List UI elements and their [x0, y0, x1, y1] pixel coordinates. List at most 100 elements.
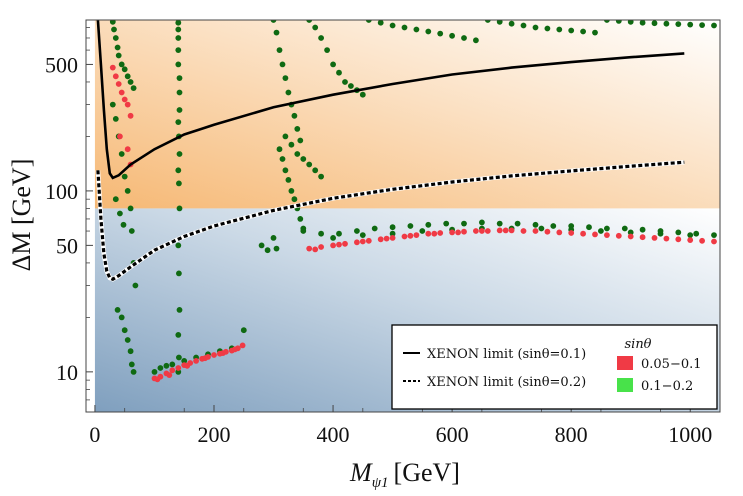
point-green	[176, 180, 182, 187]
point-green	[312, 167, 319, 174]
point-red	[175, 365, 182, 371]
point-red	[544, 228, 551, 235]
point-green	[264, 247, 271, 254]
band-upper-band	[94, 20, 720, 209]
point-green	[112, 35, 119, 41]
legend-points-label-1: 0.05−0.1	[641, 357, 702, 372]
point-red	[425, 230, 432, 237]
point-green	[324, 47, 330, 53]
point-green	[124, 337, 131, 343]
point-red	[449, 229, 455, 236]
point-red	[112, 73, 119, 80]
point-green	[532, 221, 539, 228]
scatter-points	[109, 20, 717, 383]
point-green	[473, 37, 479, 44]
point-green	[175, 61, 182, 68]
point-green	[176, 75, 183, 81]
point-green	[285, 89, 292, 96]
point-green	[657, 230, 664, 237]
point-red	[330, 242, 336, 249]
point-green	[121, 66, 128, 73]
point-green	[276, 146, 283, 153]
point-red	[377, 236, 384, 243]
point-red	[117, 133, 123, 140]
point-green	[181, 358, 188, 364]
legend-line-label-2: XENON limit (sinθ=0.2)	[427, 375, 586, 390]
legend-points-label-2: 0.1−0.2	[641, 379, 693, 394]
point-green	[175, 119, 182, 125]
point-green	[443, 220, 450, 227]
point-green	[496, 220, 503, 227]
point-green	[118, 314, 125, 321]
point-green	[520, 22, 527, 29]
point-green	[109, 20, 116, 25]
point-green	[124, 188, 131, 194]
point-green	[354, 228, 360, 234]
limit-curves	[95, 20, 685, 282]
point-green	[377, 20, 384, 26]
point-green	[279, 61, 286, 68]
point-green	[604, 225, 610, 232]
point-red	[239, 342, 246, 349]
point-red	[169, 367, 176, 374]
point-green	[128, 228, 135, 234]
point-green	[175, 242, 182, 249]
point-red	[154, 376, 161, 383]
point-green	[699, 22, 705, 28]
legend-swatch-green	[617, 378, 633, 392]
point-green	[627, 20, 634, 25]
point-red	[479, 228, 485, 234]
point-red	[437, 230, 444, 236]
point-green	[318, 35, 324, 41]
point-red	[306, 245, 313, 252]
point-green	[297, 137, 304, 144]
x-tick-label: 600	[436, 422, 469, 447]
point-green	[336, 69, 342, 76]
point-green	[258, 242, 265, 249]
point-green	[538, 225, 545, 232]
point-green	[288, 141, 295, 148]
y-axis-title: ΔM [GeV]	[7, 159, 36, 272]
point-green	[294, 125, 301, 132]
point-green	[127, 79, 134, 85]
point-green	[132, 282, 139, 289]
legend-line-label-1: XENON limit (sinθ=0.1)	[427, 347, 586, 362]
point-green	[112, 116, 119, 122]
point-green	[461, 35, 467, 41]
point-green	[687, 232, 694, 239]
point-green	[425, 221, 432, 228]
point-green	[175, 20, 182, 26]
point-green	[330, 61, 336, 68]
point-green	[437, 30, 444, 37]
point-green	[176, 107, 183, 113]
point-red	[431, 230, 438, 237]
point-green	[568, 27, 575, 34]
point-green	[176, 205, 183, 212]
point-green	[175, 167, 182, 174]
point-red	[699, 237, 705, 244]
point-green	[175, 47, 182, 53]
point-green	[484, 20, 491, 23]
point-red	[508, 227, 515, 234]
point-green	[157, 365, 164, 371]
point-red	[336, 241, 342, 248]
point-green	[336, 230, 342, 237]
point-green	[687, 21, 694, 28]
legend-box	[391, 324, 718, 410]
point-red	[473, 228, 479, 234]
point-green	[306, 161, 313, 168]
point-green	[118, 61, 125, 68]
point-green	[297, 216, 304, 222]
point-green	[279, 156, 286, 162]
point-green	[114, 44, 121, 51]
point-red	[568, 230, 575, 236]
point-green	[112, 196, 119, 203]
point-red	[627, 233, 634, 240]
point-green	[675, 21, 682, 27]
point-green	[282, 133, 289, 140]
point-green	[273, 29, 280, 36]
point-green	[121, 173, 128, 180]
point-red	[365, 237, 372, 244]
y-tick-label: 50	[56, 233, 78, 258]
